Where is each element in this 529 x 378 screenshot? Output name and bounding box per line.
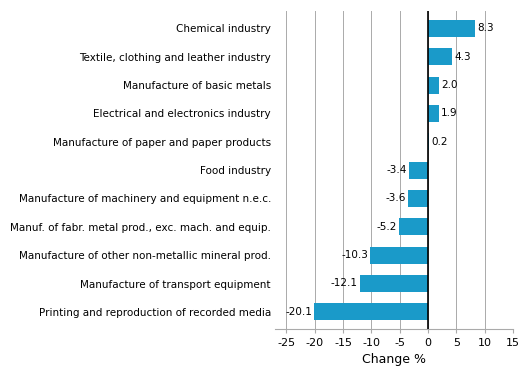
Bar (409, 162, 428, 179)
Text: -20.1: -20.1 (286, 307, 313, 317)
Bar (428, 133, 429, 150)
Bar (314, 303, 428, 320)
Text: 4.3: 4.3 (454, 52, 471, 62)
Bar (428, 48, 452, 65)
Text: -3.6: -3.6 (386, 194, 406, 203)
Text: -10.3: -10.3 (341, 250, 368, 260)
Bar (428, 105, 439, 122)
Bar (428, 77, 440, 94)
Text: 2.0: 2.0 (441, 80, 458, 90)
Bar (370, 247, 428, 264)
Bar (360, 275, 428, 292)
Text: 1.9: 1.9 (441, 108, 457, 118)
Text: 0.2: 0.2 (431, 137, 448, 147)
Bar (428, 20, 475, 37)
Text: -5.2: -5.2 (377, 222, 397, 232)
Bar (399, 218, 428, 235)
Text: -3.4: -3.4 (387, 165, 407, 175)
Bar (408, 190, 428, 207)
Text: -12.1: -12.1 (331, 279, 358, 288)
X-axis label: Change %: Change % (362, 353, 426, 366)
Text: 8.3: 8.3 (477, 23, 494, 33)
